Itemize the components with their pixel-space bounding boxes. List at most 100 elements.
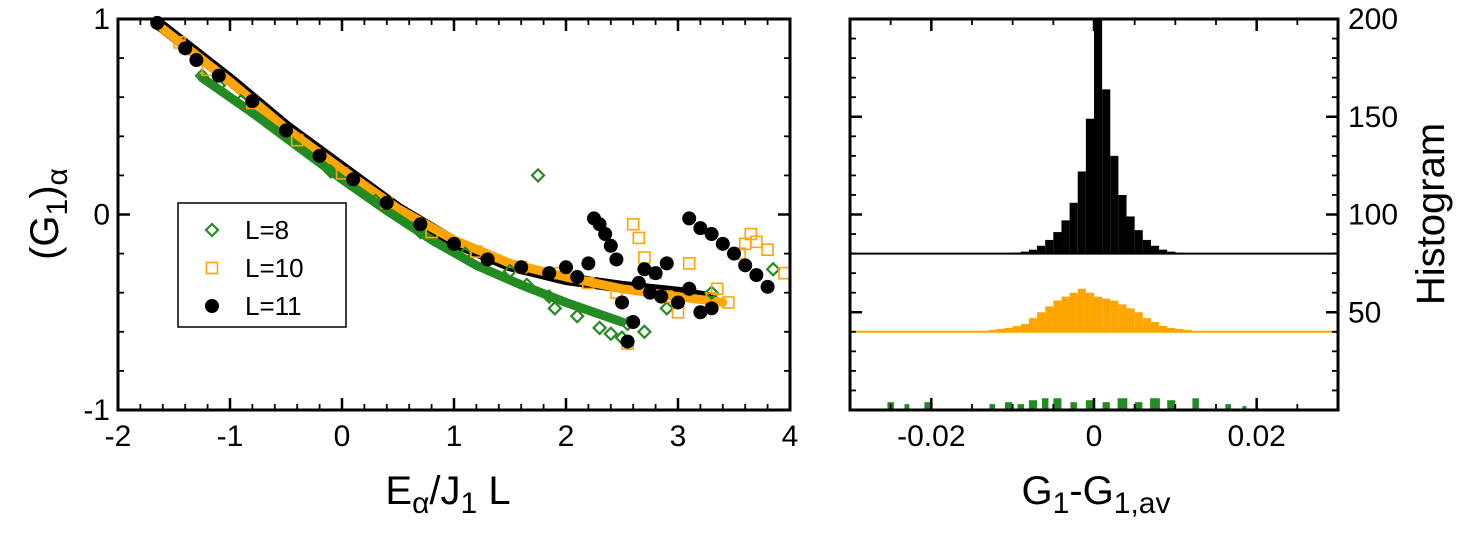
histogram-bar-l-10: [1175, 328, 1184, 332]
histogram-bar-l-11: [1167, 251, 1176, 254]
data-point-l-8: [547, 300, 563, 316]
data-point-l-10: [425, 225, 438, 239]
band-l-8: [197, 73, 627, 327]
data-point-l-8: [502, 263, 518, 279]
histogram-bars: [850, 19, 1338, 410]
histogram-bar-l-10: [1102, 298, 1111, 332]
data-point-l-8: [636, 324, 652, 340]
data-point-l-8: [603, 326, 619, 342]
legend-label: L=10: [245, 253, 304, 283]
data-point-l-8: [704, 285, 720, 301]
histogram-bar-l-11: [1061, 220, 1070, 254]
right-x-axis-label: G1-G1,av: [1022, 469, 1171, 520]
x-tick-label: 1: [446, 420, 463, 453]
histogram-bar-l-11: [1094, 19, 1103, 254]
histogram-bar-l-11: [1037, 245, 1046, 254]
histogram-bar-l-10: [1061, 296, 1070, 332]
data-point-l-11: [609, 252, 624, 267]
data-point-l-8: [233, 93, 249, 109]
histogram-bar-l-10: [996, 328, 1005, 332]
data-point-l-11: [693, 221, 708, 236]
data-point-l-11: [760, 279, 775, 294]
legend-entry: L=10: [205, 253, 304, 283]
histogram-bar-l-8: [1117, 398, 1128, 410]
histogram-bar-l-10: [1004, 327, 1013, 332]
data-point-l-11: [178, 41, 193, 56]
x-tick-label: 0: [1086, 420, 1103, 453]
data-point-l-8: [519, 277, 535, 293]
data-point-l-11: [715, 236, 730, 251]
histogram-bar-l-11: [1110, 155, 1119, 254]
histogram-bar-l-8: [989, 404, 996, 410]
data-point-l-8: [194, 68, 210, 84]
histogram-bar-l-10: [1110, 300, 1119, 332]
data-point-l-11: [211, 68, 226, 83]
data-point-l-11: [637, 262, 652, 277]
left-data-points: [150, 15, 791, 350]
data-point-l-11: [379, 195, 394, 210]
histogram-bar-l-11: [1159, 249, 1168, 254]
x-tick-label: -2: [105, 420, 132, 453]
data-point-l-10: [761, 243, 774, 256]
data-point-l-11: [648, 266, 663, 281]
histogram-bar-l-11: [1150, 245, 1160, 254]
histogram-bar-l-10: [1020, 323, 1029, 332]
data-point-l-11: [749, 268, 764, 283]
data-point-l-11: [682, 211, 697, 226]
data-point-l-8: [765, 261, 781, 277]
legend-marker: [204, 222, 220, 238]
histogram-bar-l-11: [1012, 252, 1021, 254]
histogram-bar-l-10: [1037, 312, 1046, 332]
histogram-bar-l-10: [1069, 292, 1078, 332]
data-point-l-11: [620, 334, 635, 349]
legend-marker: [205, 261, 219, 275]
histogram-bar-l-11: [1126, 216, 1135, 254]
histogram-bar-l-11: [1175, 252, 1184, 254]
legend-label: L=8: [245, 215, 289, 245]
data-point-l-11: [189, 53, 204, 68]
data-point-l-11: [598, 227, 613, 242]
y-tick-label: 0: [93, 199, 110, 232]
data-point-l-8: [659, 300, 675, 316]
histogram-bar-l-10: [1134, 312, 1143, 332]
histogram-bar-l-8: [1017, 404, 1025, 410]
data-point-l-10: [638, 251, 651, 264]
histogram-bar-l-8: [1225, 404, 1232, 410]
y-tick-label: 1: [93, 3, 110, 36]
histogram-bar-l-10: [1183, 329, 1192, 332]
data-point-l-11: [704, 227, 719, 242]
right-y-axis-label: Histogram: [1409, 123, 1453, 305]
histogram-bar-l-8: [1004, 402, 1013, 410]
histogram-bar-l-11: [1142, 239, 1151, 254]
histogram-bar-l-10: [1126, 308, 1135, 332]
histogram-bar-l-10: [1094, 296, 1103, 332]
right-axis-ticks: -0.02 0 0.02 50 100 150 200: [849, 3, 1398, 453]
data-point-l-10: [632, 231, 646, 245]
legend-entry: L=11: [205, 291, 302, 321]
data-point-l-10: [682, 257, 696, 270]
data-point-l-11: [659, 256, 674, 271]
legend: L=8 L=10 L=11: [177, 202, 347, 328]
data-point-l-10: [610, 286, 623, 300]
data-point-l-8: [530, 167, 546, 183]
histogram-bar-l-10: [1118, 304, 1127, 332]
histogram-bar-l-8: [1070, 402, 1077, 410]
histogram-bar-l-11: [1102, 89, 1111, 254]
data-point-l-11: [279, 123, 293, 138]
data-point-l-10: [722, 296, 735, 309]
data-point-l-11: [542, 266, 557, 281]
histogram-bar-l-11: [1020, 251, 1029, 254]
x-tick-label: 0.02: [1227, 420, 1285, 453]
data-point-l-10: [335, 167, 349, 180]
histogram-bar-l-8: [1041, 398, 1049, 410]
legend-entry: L=8: [204, 215, 289, 245]
data-point-l-10: [290, 133, 304, 147]
data-point-l-11: [603, 238, 618, 253]
histogram-bar-l-8: [904, 404, 910, 410]
histogram-bar-l-11: [1085, 118, 1094, 254]
y-tick-label: 200: [1348, 3, 1398, 36]
x-tick-label: 3: [670, 420, 687, 453]
legend-label: L=11: [245, 291, 302, 321]
data-point-l-11: [738, 258, 753, 273]
